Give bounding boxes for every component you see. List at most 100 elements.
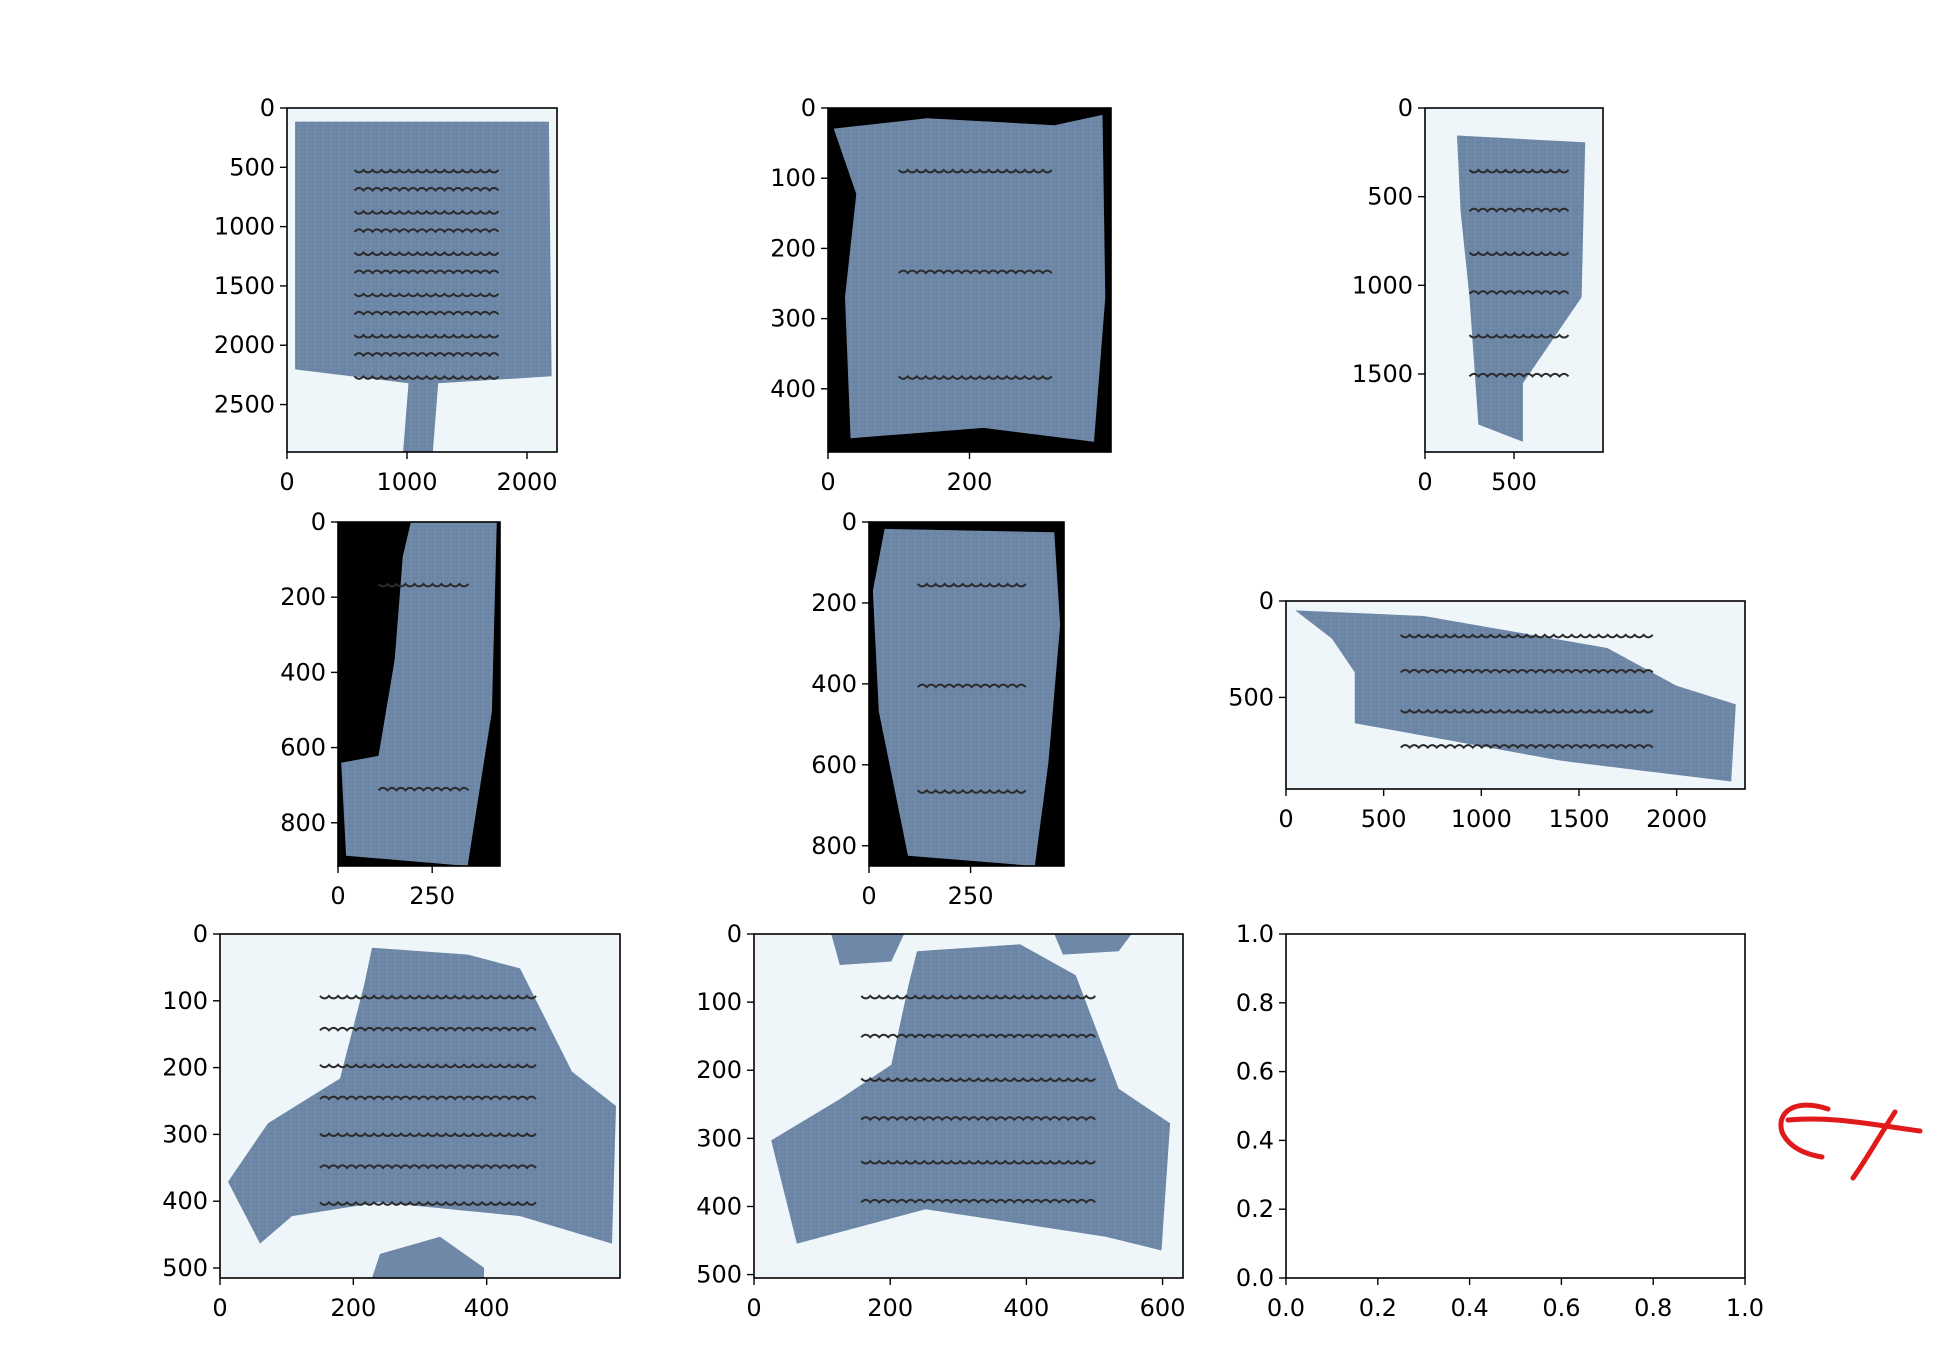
axes-frame [337, 521, 501, 867]
subplot-9: 0.0 0.2 0.4 0.6 0.8 1.0 0.0 0.2 0.4 0.6 0.8 1.0 [1236, 920, 1764, 1322]
x-tick-label: 0.8 [1634, 1294, 1672, 1322]
x-tick-label: 400 [464, 1294, 510, 1322]
ink-line [353, 292, 500, 298]
y-tick-label: 200 [811, 589, 857, 617]
x-tick-label: 0 [330, 882, 345, 910]
ink-line [319, 1164, 537, 1170]
ink-line [1468, 250, 1570, 256]
ink-line [917, 683, 1027, 689]
papyrus-texture [341, 522, 497, 866]
y-tick-label: 100 [770, 164, 816, 192]
subplot-4: 0 250 0 200 400 600 800 [280, 508, 501, 910]
ink-line [898, 168, 1053, 174]
y-tick-label: 600 [280, 734, 326, 762]
x-tick-label: 0 [820, 468, 835, 496]
y-tick-label: 0 [801, 94, 816, 122]
y-tick-label: 200 [770, 234, 816, 262]
ink-line [377, 786, 470, 792]
x-tick-label: 2000 [496, 468, 557, 496]
y-tick-label: 0.0 [1236, 1264, 1274, 1292]
x-tick-label: 0 [861, 882, 876, 910]
y-tick-label: 0 [1398, 94, 1413, 122]
x-tick-label: 1000 [1451, 805, 1512, 833]
y-tick-label: 1000 [1352, 271, 1413, 299]
x-tick-label: 200 [867, 1294, 913, 1322]
ink-line [319, 1063, 537, 1069]
x-tick-label: 1000 [376, 468, 437, 496]
ink-line [1400, 633, 1654, 639]
x-tick-label: 2000 [1646, 805, 1707, 833]
ink-line [1400, 708, 1654, 714]
ink-line [860, 1198, 1096, 1204]
axes-frame [219, 933, 621, 1279]
y-tick-label: 400 [696, 1192, 742, 1220]
annotation-stroke-3 [1850, 1109, 1898, 1181]
y-tick-label: 0 [311, 508, 326, 536]
ink-line [319, 1026, 537, 1032]
ink-line [898, 374, 1053, 380]
y-tick-label: 300 [770, 305, 816, 333]
ink-line [1468, 333, 1570, 339]
y-tick-label: 100 [162, 987, 208, 1015]
y-tick-label: 500 [1228, 683, 1274, 711]
handwritten-annotation [1778, 1102, 1923, 1181]
y-tick-label: 400 [811, 670, 857, 698]
ink-line [898, 269, 1053, 275]
y-tick-label: 0 [842, 508, 857, 536]
papyrus-texture [833, 114, 1106, 442]
ink-line [319, 1132, 537, 1138]
papyrus-texture [1457, 135, 1586, 442]
ink-line [917, 788, 1027, 794]
ink-line [319, 1095, 537, 1101]
ink-line [319, 994, 537, 1000]
x-tick-label: 250 [409, 882, 455, 910]
y-tick-label: 300 [162, 1120, 208, 1148]
axes-frame [753, 933, 1184, 1279]
subplot-2: 0 200 0 100 200 300 400 [770, 94, 1112, 496]
x-tick-label: 0 [1417, 468, 1432, 496]
ink-line [353, 168, 500, 174]
x-tick-label: 200 [330, 1294, 376, 1322]
papyrus-texture [771, 944, 1171, 1251]
y-tick-label: 200 [162, 1054, 208, 1082]
y-tick-label: 0.4 [1236, 1126, 1274, 1154]
ink-line [319, 1200, 537, 1206]
subplot-1: 0 1000 2000 0 500 1000 1500 2000 2500 [214, 94, 558, 496]
y-tick-label: 0.8 [1236, 989, 1274, 1017]
ink-line [353, 352, 500, 358]
axes-frame [286, 107, 558, 453]
ink-line [860, 1116, 1096, 1122]
y-tick-label: 2500 [214, 391, 275, 419]
papyrus-texture [295, 121, 552, 453]
subplot-3: 0 500 0 500 1000 1500 [1352, 94, 1604, 496]
ink-line [1400, 668, 1654, 674]
y-tick-label: 0 [1259, 587, 1274, 615]
x-tick-label: 500 [1491, 468, 1537, 496]
y-tick-label: 400 [280, 658, 326, 686]
ink-line [860, 994, 1096, 1000]
subplot-8: 0 200 400 600 0 100 200 300 400 500 [696, 920, 1185, 1322]
ink-line [353, 209, 500, 215]
ink-line [917, 582, 1027, 588]
ink-line [353, 310, 500, 316]
x-tick-label: 0.4 [1451, 1294, 1489, 1322]
y-tick-label: 200 [280, 583, 326, 611]
subplot-6: 0 500 1000 1500 2000 0 500 [1228, 587, 1746, 833]
axes-frame [1285, 600, 1746, 790]
x-tick-label: 250 [948, 882, 994, 910]
ink-line [1400, 744, 1654, 750]
x-tick-label: 0.2 [1359, 1294, 1397, 1322]
y-tick-label: 200 [696, 1056, 742, 1084]
y-tick-label: 1500 [214, 272, 275, 300]
ink-line [377, 582, 470, 588]
ink-line [353, 374, 500, 380]
axes-frame [1285, 933, 1746, 1279]
y-tick-label: 800 [811, 832, 857, 860]
ink-line [1468, 168, 1570, 174]
x-tick-label: 0.0 [1267, 1294, 1305, 1322]
y-tick-label: 2000 [214, 331, 275, 359]
ink-line [860, 1076, 1096, 1082]
y-tick-label: 800 [280, 809, 326, 837]
y-tick-label: 500 [229, 153, 275, 181]
